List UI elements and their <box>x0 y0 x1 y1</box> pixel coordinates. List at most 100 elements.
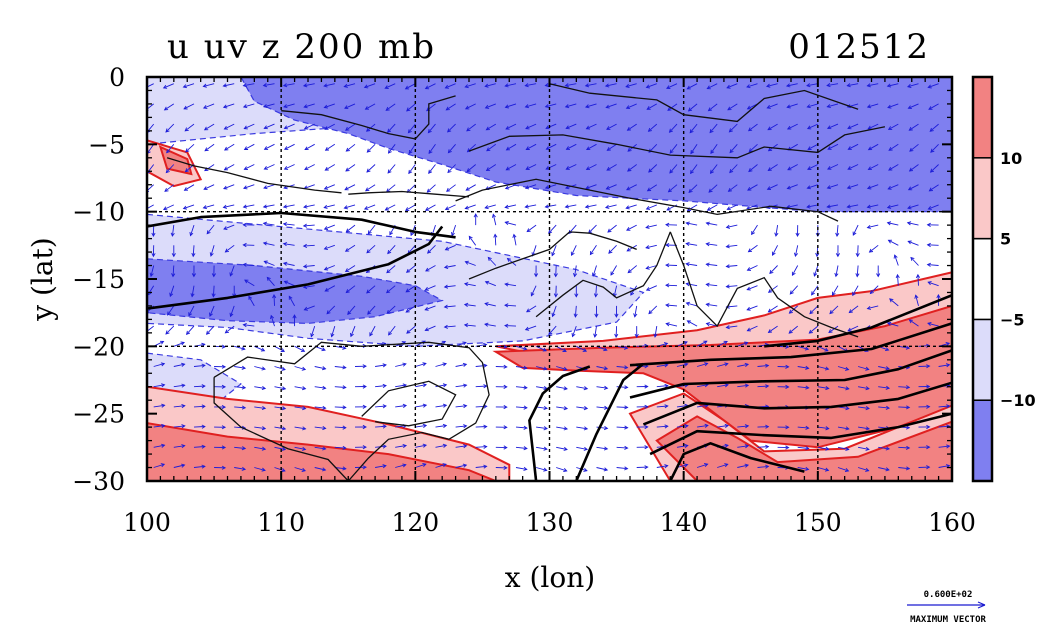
wind-vector <box>918 364 931 369</box>
wind-vector <box>907 204 919 210</box>
wind-vector <box>387 244 396 255</box>
wind-vector <box>797 446 810 451</box>
wind-vector <box>153 362 166 367</box>
wind-vector <box>667 103 678 111</box>
wind-vector <box>544 103 557 109</box>
wind-vector <box>614 326 619 339</box>
wind-vector <box>747 123 758 132</box>
wind-vector <box>817 426 830 431</box>
wind-vector <box>584 83 597 88</box>
wind-vector <box>551 305 557 318</box>
wind-vector <box>294 426 307 431</box>
wind-vector <box>556 366 568 371</box>
wind-vector <box>556 386 568 391</box>
wind-vector <box>447 123 456 133</box>
x-tick-label: 130 <box>526 508 574 537</box>
wind-vector <box>907 83 919 88</box>
wind-vector <box>828 325 839 334</box>
wind-vector <box>205 325 215 335</box>
wind-vector <box>147 204 154 211</box>
wind-vector <box>444 204 456 211</box>
wind-vector <box>746 103 758 110</box>
wind-vector <box>806 83 818 88</box>
wind-vector <box>274 345 286 352</box>
wind-vector <box>229 265 235 277</box>
wind-vector <box>466 164 476 173</box>
wind-vector <box>697 423 709 428</box>
contour-line-2 <box>764 293 952 348</box>
wind-vector <box>294 386 307 391</box>
wind-vector <box>757 464 770 469</box>
wind-vector <box>170 225 175 237</box>
wind-vector <box>206 224 215 235</box>
chart-subtitle: 012512 <box>788 27 930 67</box>
wind-vector <box>283 143 295 150</box>
coastline-8 <box>348 190 470 198</box>
wind-vector <box>690 164 698 175</box>
wind-vector <box>274 366 286 371</box>
wind-vector <box>857 366 870 371</box>
wind-vector <box>223 224 235 231</box>
wind-vector <box>706 204 718 211</box>
wind-vector <box>242 83 255 88</box>
wind-vector <box>835 225 840 238</box>
wind-vector <box>827 164 839 170</box>
wind-vector <box>556 467 568 472</box>
wind-vector <box>173 383 186 388</box>
wind-vector <box>495 364 508 369</box>
wind-vector <box>484 280 496 287</box>
wind-vector <box>596 426 609 431</box>
wind-vector <box>866 184 879 190</box>
wind-vector <box>345 224 356 233</box>
wind-vector <box>323 103 335 109</box>
wind-vector <box>797 385 810 390</box>
wind-vector <box>837 446 850 451</box>
x-tick-label: 110 <box>257 508 305 537</box>
wind-vector <box>367 305 376 315</box>
wind-vector <box>596 467 609 472</box>
wind-vector <box>294 345 306 352</box>
wind-vector <box>585 184 597 190</box>
wind-vector <box>669 144 678 154</box>
wind-vector <box>737 341 749 347</box>
wind-vector <box>243 164 255 170</box>
wind-vector <box>426 184 436 193</box>
wind-vector <box>334 385 347 390</box>
wind-vector <box>656 383 669 388</box>
wind-vector <box>408 144 416 155</box>
wind-vector <box>387 123 396 133</box>
x-tick-label: 150 <box>794 508 842 537</box>
coastline-7 <box>166 157 342 194</box>
wind-vector <box>262 241 275 246</box>
wind-vector <box>234 405 247 410</box>
wind-vector <box>767 164 778 172</box>
wind-vector <box>242 204 255 209</box>
wind-vector <box>746 305 758 311</box>
wind-vector <box>926 242 939 248</box>
wind-vector <box>886 221 899 226</box>
coastline-4 <box>468 126 886 159</box>
wind-vector <box>886 204 899 209</box>
wind-vector <box>553 285 558 298</box>
wind-vector <box>596 446 609 451</box>
wind-vector <box>495 445 508 450</box>
wind-vector <box>303 123 315 130</box>
wind-vector <box>837 467 850 472</box>
wind-vector <box>898 345 911 350</box>
wind-vector <box>224 325 235 334</box>
wind-vector <box>304 164 315 171</box>
wind-vector <box>766 184 778 190</box>
wind-vector <box>292 314 297 327</box>
wind-vector <box>855 245 860 258</box>
wind-vector <box>846 204 859 209</box>
wind-vector <box>262 204 275 209</box>
wind-vector <box>475 444 488 449</box>
wind-vector <box>705 262 718 267</box>
wind-vector <box>777 364 790 369</box>
wind-vector <box>627 265 637 274</box>
wind-vector <box>282 204 295 209</box>
wind-vector <box>415 423 428 428</box>
wind-vector <box>717 362 729 367</box>
wind-vector <box>524 103 537 109</box>
wind-vector <box>515 425 528 430</box>
